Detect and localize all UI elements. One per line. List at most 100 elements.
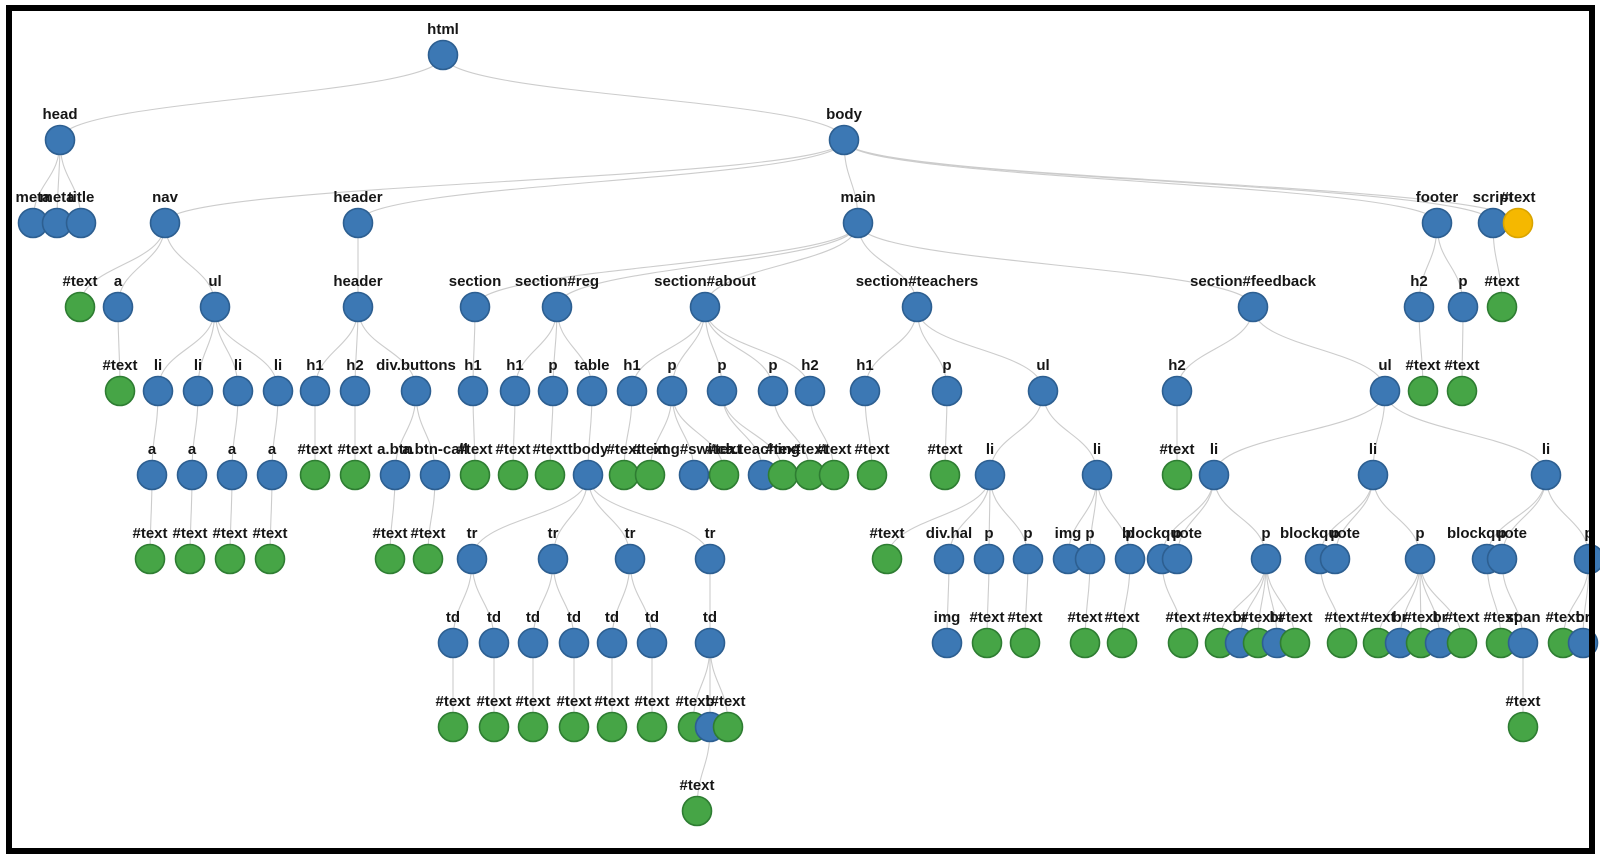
element-node-circle[interactable] — [689, 291, 721, 323]
element-node-circle[interactable] — [299, 375, 331, 407]
tree-node-td-108[interactable]: td — [694, 609, 726, 659]
text-node-circle[interactable] — [437, 711, 469, 743]
tree-node-tr-83[interactable]: tr — [537, 525, 569, 575]
element-node-circle[interactable] — [1237, 291, 1269, 323]
tree-node-br-122[interactable]: br — [1384, 609, 1416, 659]
tree-node-text-80[interactable]: #text — [372, 525, 408, 575]
element-node-circle[interactable] — [1573, 543, 1600, 575]
tree-node-a-49[interactable]: a — [176, 441, 208, 491]
tree-node-text-65[interactable]: #text — [765, 441, 801, 491]
element-node-circle[interactable] — [537, 543, 569, 575]
tree-node-li-71[interactable]: li — [1081, 441, 1113, 491]
tree-node-li-75[interactable]: li — [1530, 441, 1562, 491]
tree-node-p-37[interactable]: p — [656, 357, 688, 407]
element-node-circle[interactable] — [794, 375, 826, 407]
tree-node-tr-85[interactable]: tr — [694, 525, 726, 575]
element-node-circle[interactable] — [1486, 543, 1518, 575]
tree-node-a-btn-call-55[interactable]: a.btn-call — [402, 441, 468, 491]
tree-node-sectionabout-18[interactable]: section#about — [654, 273, 756, 323]
tree-node-head-1[interactable]: head — [42, 106, 78, 156]
element-node-circle[interactable] — [931, 375, 963, 407]
tree-node-text-63[interactable]: #text — [706, 441, 742, 491]
tree-node-td-103[interactable]: td — [478, 609, 510, 659]
text-node-circle[interactable] — [929, 459, 961, 491]
tree-node-a-50[interactable]: a — [216, 441, 248, 491]
tree-node-p-101[interactable]: p — [1573, 525, 1600, 575]
text-node-circle[interactable] — [708, 459, 740, 491]
text-node-circle[interactable] — [1507, 711, 1539, 743]
tree-node-text-67[interactable]: #text — [816, 441, 852, 491]
element-node-circle[interactable] — [102, 291, 134, 323]
tree-node-tr-84[interactable]: tr — [614, 525, 646, 575]
tree-node-text-46[interactable]: #text — [1405, 357, 1441, 407]
tree-node-text-12[interactable]: #text — [62, 273, 98, 323]
element-node-circle[interactable] — [427, 39, 459, 71]
tree-node-td-102[interactable]: td — [437, 609, 469, 659]
tree-node-text-76[interactable]: #text — [132, 525, 168, 575]
tree-node-text-134[interactable]: #text — [594, 693, 630, 743]
element-node-circle[interactable] — [694, 627, 726, 659]
tree-node-p-34[interactable]: p — [537, 357, 569, 407]
text-node-circle[interactable] — [1486, 291, 1518, 323]
tree-node-h2-44[interactable]: h2 — [1161, 357, 1193, 407]
text-node-circle[interactable] — [1106, 627, 1138, 659]
text-node-circle[interactable] — [971, 627, 1003, 659]
tree-node-imgswitch-62[interactable]: img#switch — [653, 441, 735, 491]
tree-node-text-120[interactable]: #text — [1324, 609, 1360, 659]
tree-node-li-26[interactable]: li — [182, 357, 214, 407]
text-node-circle[interactable] — [497, 459, 529, 491]
tree-node-text-131[interactable]: #text — [476, 693, 512, 743]
tree-node-text-121[interactable]: #text — [1360, 609, 1396, 659]
tree-node-ul-45[interactable]: ul — [1369, 357, 1401, 407]
tree-node-sectionreg-17[interactable]: section#reg — [515, 273, 599, 323]
element-node-circle[interactable] — [222, 375, 254, 407]
element-node-circle[interactable] — [1319, 543, 1351, 575]
tree-node-td-105[interactable]: td — [558, 609, 590, 659]
tree-node-text-57[interactable]: #text — [495, 441, 531, 491]
element-node-circle[interactable] — [596, 627, 628, 659]
element-node-circle[interactable] — [1027, 375, 1059, 407]
element-node-circle[interactable] — [342, 291, 374, 323]
tree-node-text-138[interactable]: #text — [710, 693, 746, 743]
text-node-circle[interactable] — [134, 543, 166, 575]
tree-node-text-61[interactable]: #text — [632, 441, 668, 491]
tree-node-td-104[interactable]: td — [517, 609, 549, 659]
element-node-circle[interactable] — [339, 375, 371, 407]
element-node-circle[interactable] — [342, 207, 374, 239]
element-node-circle[interactable] — [616, 375, 648, 407]
tree-node-text-135[interactable]: #text — [634, 693, 670, 743]
element-node-circle[interactable] — [478, 627, 510, 659]
element-node-circle[interactable] — [65, 207, 97, 239]
element-node-circle[interactable] — [1114, 543, 1146, 575]
text-node-circle[interactable] — [712, 711, 744, 743]
tree-node-text-140[interactable]: #text — [679, 777, 715, 827]
text-node-circle[interactable] — [1009, 627, 1041, 659]
element-node-circle[interactable] — [974, 459, 1006, 491]
tree-node-text-68[interactable]: #text — [854, 441, 890, 491]
element-node-circle[interactable] — [1081, 459, 1113, 491]
tree-node-p-100[interactable]: p — [1486, 525, 1518, 575]
tree-node-p-92[interactable]: p — [1114, 525, 1146, 575]
tree-node-text-139[interactable]: #text — [1505, 693, 1541, 743]
text-node-circle[interactable] — [459, 459, 491, 491]
text-node-circle[interactable] — [412, 543, 444, 575]
tree-node-h1-41[interactable]: h1 — [849, 357, 881, 407]
tree-node-text-23[interactable]: #text — [1484, 273, 1520, 323]
tree-node-text-81[interactable]: #text — [410, 525, 446, 575]
element-node-circle[interactable] — [1074, 543, 1106, 575]
element-node-circle[interactable] — [142, 375, 174, 407]
element-node-circle[interactable] — [694, 543, 726, 575]
tree-node-p-38[interactable]: p — [706, 357, 738, 407]
tree-node-p-95[interactable]: p — [1250, 525, 1282, 575]
tree-node-li-74[interactable]: li — [1357, 441, 1389, 491]
tree-node-text-86[interactable]: #text — [869, 525, 905, 575]
tree-node-h2-40[interactable]: h2 — [794, 357, 826, 407]
tree-node-text-119[interactable]: #text — [1277, 609, 1313, 659]
tree-node-h2-30[interactable]: h2 — [339, 357, 371, 407]
tree-node-p-94[interactable]: p — [1161, 525, 1193, 575]
element-node-circle[interactable] — [44, 124, 76, 156]
element-node-circle[interactable] — [459, 291, 491, 323]
element-node-circle[interactable] — [757, 375, 789, 407]
text-node-circle[interactable] — [681, 795, 713, 827]
tree-node-tr-82[interactable]: tr — [456, 525, 488, 575]
